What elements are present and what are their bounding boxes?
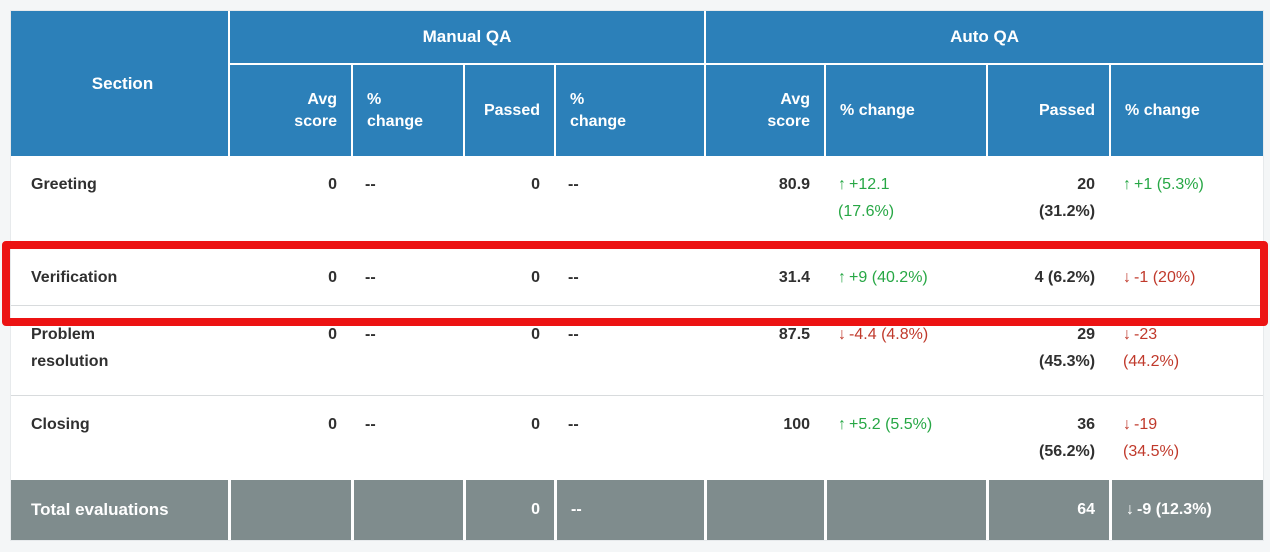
table-row-closing: Closing 0 -- 0 -- 100 ↑ +5.2 (5.5%) 36 (5…	[11, 395, 1264, 478]
auto-passed-cell: 36 (56.2%)	[986, 395, 1110, 478]
auto-passed-pct-change-total-cell: ↓ -9 (12.3%)	[1109, 478, 1264, 540]
auto-passed-pct-change-cell: ↓ -19 (34.5%)	[1109, 395, 1264, 478]
change-value: -9 (12.3%)	[1137, 501, 1212, 518]
sub-header-row: Avg score % change Passed % change Avg s…	[11, 63, 1264, 156]
section-cell: Greeting	[31, 176, 97, 193]
auto-avg-score-total-cell	[704, 478, 825, 540]
manual-pct-change-cell: --	[365, 176, 376, 193]
subheader-auto-passed: Passed	[986, 63, 1110, 156]
change-value: +1 (5.3%)	[1134, 176, 1204, 193]
table-header: Section Manual QA Auto QA Avg score % ch…	[11, 11, 1264, 156]
auto-passed-pct-change-cell: ↓ -23 (44.2%)	[1109, 305, 1264, 395]
trend-arrow-icon: ↓	[838, 326, 847, 343]
section-cell: Closing	[11, 395, 228, 478]
trend-arrow-icon: ↓	[1123, 326, 1132, 343]
auto-pct-change-cell: ↑ +5.2 (5.5%)	[824, 395, 987, 478]
auto-passed-pct-change-cell: ↓ -1 (20%)	[1109, 248, 1264, 305]
auto-passed-cell: 20 (31.2%)	[1039, 176, 1096, 220]
subheader-auto-avg-score: Avg score	[704, 63, 825, 156]
manual-pct-change-total-cell	[351, 478, 463, 540]
group-header-row: Section Manual QA Auto QA	[11, 11, 1264, 156]
manual-passed-cell: 0	[463, 305, 554, 395]
manual-passed-pct-change-total-cell: --	[554, 478, 705, 540]
manual-passed-total-cell: 0	[463, 478, 554, 540]
manual-pct-change-cell: --	[351, 395, 463, 478]
manual-avg-score-total-cell	[228, 478, 351, 540]
change-value: +5.2 (5.5%)	[849, 416, 933, 433]
auto-avg-score-cell: 87.5	[704, 305, 825, 395]
auto-passed-cell: 29 (45.3%)	[986, 305, 1110, 395]
subheader-manual-pct-change: % change	[351, 63, 463, 156]
auto-passed-cell: 4 (6.2%)	[986, 248, 1110, 305]
manual-pct-change-cell: --	[351, 305, 463, 395]
change-value: +9 (40.2%)	[849, 269, 928, 286]
manual-passed-pct-change-cell: --	[554, 395, 705, 478]
section-cell: Problem resolution	[11, 305, 228, 395]
manual-avg-score-cell: 0	[228, 395, 351, 478]
manual-passed-cell: 0	[531, 176, 540, 193]
manual-avg-score-cell: 0	[228, 248, 351, 305]
trend-arrow-icon: ↓	[1123, 269, 1132, 286]
auto-passed-pct-change-cell: ↑ +1 (5.3%)	[1109, 156, 1263, 248]
qa-comparison-table: Section Manual QA Auto QA Avg score % ch…	[10, 10, 1265, 541]
trend-arrow-icon: ↑	[838, 416, 847, 433]
trend-arrow-icon: ↑	[838, 269, 847, 286]
table-row-problem-resolution: Problem resolution 0 -- 0 -- 87.5 ↓ -4.4 …	[11, 305, 1264, 395]
change-value: -4.4 (4.8%)	[849, 326, 929, 343]
auto-avg-score-cell: 80.9	[778, 176, 811, 193]
group-header-manual-qa: Manual QA	[228, 11, 705, 63]
subheader-manual-avg-score: Avg score	[228, 63, 351, 156]
manual-pct-change-cell: --	[351, 248, 463, 305]
table-body: Greeting 0 -- 0 -- 80.9 ↑ +12.1 (17.6%) 2…	[11, 156, 1264, 478]
trend-arrow-icon: ↑	[1123, 176, 1132, 193]
manual-avg-score-cell: 0	[228, 305, 351, 395]
subheader-manual-passed-pct-change: % change	[554, 63, 705, 156]
auto-pct-change-cell: ↑ +12.1 (17.6%)	[824, 156, 986, 248]
manual-passed-pct-change-cell: --	[554, 248, 705, 305]
change-value: -19 (34.5%)	[1123, 416, 1180, 460]
subheader-manual-passed: Passed	[463, 63, 554, 156]
auto-passed-total-cell: 64	[986, 478, 1110, 540]
trend-arrow-icon: ↑	[838, 176, 847, 193]
manual-passed-pct-change-cell: --	[568, 176, 579, 193]
trend-arrow-icon: ↓	[1123, 416, 1132, 433]
section-cell: Verification	[11, 248, 228, 305]
auto-pct-change-total-cell	[824, 478, 987, 540]
total-evaluations-row: Total evaluations 0 -- 64 ↓ -9 (12.3%)	[11, 478, 1264, 540]
subheader-auto-pct-change: % change	[824, 63, 987, 156]
manual-avg-score-cell: 0	[328, 176, 337, 193]
table-footer: Total evaluations 0 -- 64 ↓ -9 (12.3%)	[11, 478, 1264, 540]
group-header-auto-qa: Auto QA	[704, 11, 1264, 63]
column-header-section: Section	[11, 11, 228, 156]
table-row-verification: Verification 0 -- 0 -- 31.4 ↑ +9 (40.2%) …	[11, 248, 1264, 305]
change-value: +12.1 (17.6%)	[838, 176, 895, 220]
auto-pct-change-cell: ↓ -4.4 (4.8%)	[824, 305, 987, 395]
table-row-greeting: Greeting 0 -- 0 -- 80.9 ↑ +12.1 (17.6%) 2…	[11, 156, 1263, 248]
auto-avg-score-cell: 31.4	[704, 248, 825, 305]
auto-avg-score-cell: 100	[704, 395, 825, 478]
change-value: -23 (44.2%)	[1123, 326, 1180, 370]
change-value: -1 (20%)	[1134, 269, 1196, 286]
auto-pct-change-cell: ↑ +9 (40.2%)	[824, 248, 987, 305]
manual-passed-cell: 0	[463, 395, 554, 478]
subheader-auto-passed-pct-change: % change	[1109, 63, 1264, 156]
qa-comparison-table-container: Section Manual QA Auto QA Avg score % ch…	[2, 10, 1268, 541]
manual-passed-pct-change-cell: --	[554, 305, 705, 395]
total-evaluations-label: Total evaluations	[11, 478, 228, 540]
trend-arrow-icon: ↓	[1126, 501, 1135, 518]
manual-passed-cell: 0	[463, 248, 554, 305]
